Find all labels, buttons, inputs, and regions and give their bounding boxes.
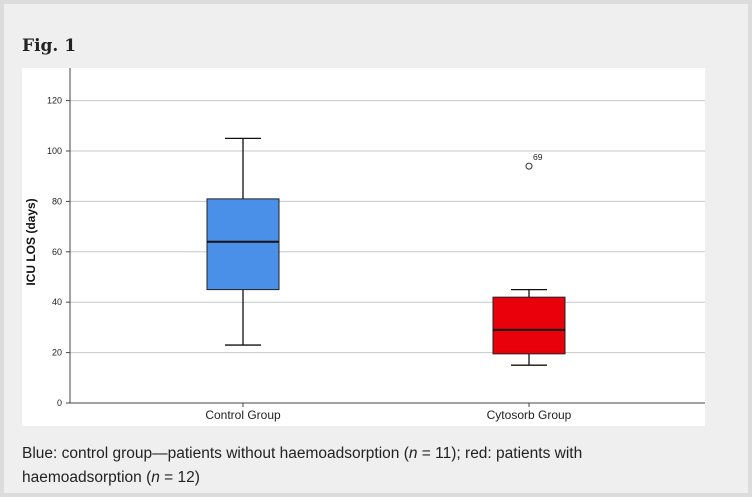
cytosorb-group-outlier-0 [525, 162, 533, 170]
control-group-box [206, 198, 280, 291]
axes [66, 68, 705, 407]
caption-part-4: = 12) [159, 469, 200, 486]
caption-part-1: Blue: control group—patients without hae… [22, 445, 409, 462]
y-axis-label: ICU LOS (days) [24, 198, 38, 285]
y-tick-label-80: 80 [52, 196, 62, 206]
caption-n-label-2: n [151, 469, 160, 486]
caption-n-label-1: n [408, 445, 418, 462]
y-tick-label-20: 20 [52, 348, 62, 358]
figure-caption: Blue: control group—patients without hae… [22, 442, 722, 490]
cytosorb-group-box [492, 296, 566, 355]
figure-title: Fig. 1 [22, 36, 77, 56]
cytosorb-group-outlier-label-0: 69 [533, 152, 543, 162]
chart-panel: 0 20 40 60 80 100 120 Control Group Cytosorb Gro… [22, 68, 705, 426]
x-tick-label-control-group: Control Group [205, 408, 281, 422]
y-tick-label-120: 120 [47, 96, 62, 106]
caption-part-2: = 11); red: patients with [417, 445, 583, 462]
boxes [206, 137, 566, 366]
grid-lines [70, 100, 705, 354]
y-tick-label-100: 100 [47, 146, 62, 156]
y-tick-label-60: 60 [52, 247, 62, 257]
y-tick-label-40: 40 [52, 297, 62, 307]
x-tick-label-cytosorb-group: Cytosorb Group [487, 408, 572, 422]
caption-part-3: haemoadsorption ( [22, 469, 152, 486]
boxplot-chart: 0 20 40 60 80 100 120 Control Group Cytosorb Gro… [24, 68, 705, 422]
y-tick-label-0: 0 [57, 398, 62, 408]
labels: 0 20 40 60 80 100 120 Control Group Cytosorb Gro… [47, 96, 572, 422]
